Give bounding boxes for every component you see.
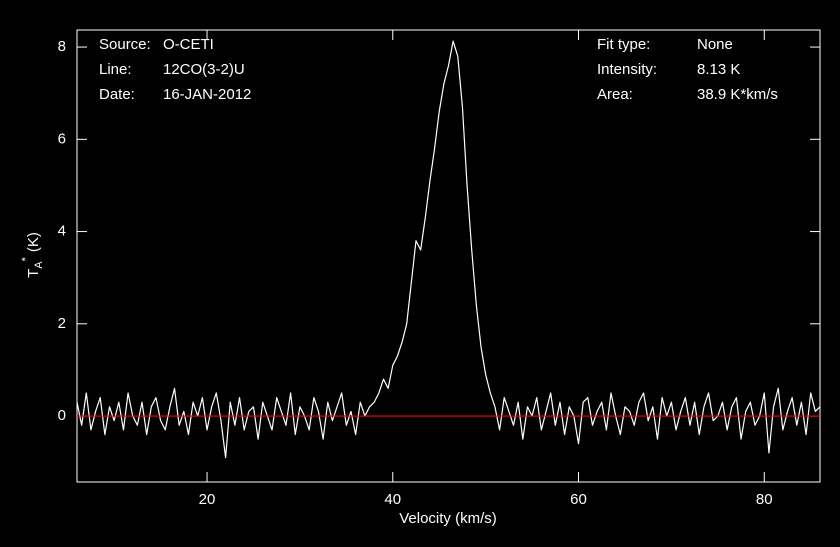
- annotation-value: 38.9 K*km/s: [697, 86, 778, 103]
- x-tick-label: 60: [570, 491, 587, 508]
- y-label-unit: (K): [25, 232, 42, 252]
- annotation-value: 12CO(3-2)U: [163, 61, 245, 78]
- annotation-value: O-CETI: [163, 36, 214, 53]
- annotation-value: 8.13 K: [697, 61, 740, 78]
- annotation-label: Area:: [597, 86, 633, 103]
- y-tick-label: 6: [58, 130, 66, 147]
- y-tick-label: 2: [58, 315, 66, 332]
- annotation-label: Fit type:: [597, 36, 650, 53]
- x-tick-label: 20: [199, 491, 216, 508]
- y-label-sub: A: [33, 261, 45, 269]
- plot-frame: [76, 29, 821, 483]
- x-tick-label: 80: [756, 491, 773, 508]
- annotation-label: Intensity:: [597, 61, 657, 78]
- annotation-label: Source:: [99, 36, 151, 53]
- annotation-value: None: [697, 36, 733, 53]
- spectrum-line: [76, 40, 821, 459]
- y-label-main: T: [25, 269, 42, 278]
- x-tick-label: 40: [384, 491, 401, 508]
- y-tick-label: 8: [58, 38, 66, 55]
- annotation-value: 16-JAN-2012: [163, 86, 251, 103]
- x-axis-label: Velocity (km/s): [399, 510, 497, 527]
- annotation-label: Line:: [99, 61, 132, 78]
- y-tick-label: 0: [58, 407, 66, 424]
- y-axis-label: TA* (K): [20, 232, 45, 278]
- y-tick-label: 4: [58, 223, 66, 240]
- annotation-label: Date:: [99, 86, 135, 103]
- y-label-sup: *: [20, 256, 32, 261]
